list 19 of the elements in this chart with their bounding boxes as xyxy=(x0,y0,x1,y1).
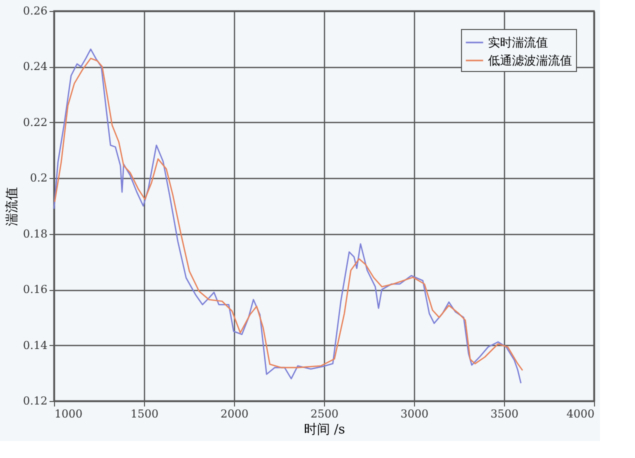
x-tick-label: 4000 xyxy=(566,408,594,420)
y-tick-label: 0.18 xyxy=(23,227,48,240)
x-axis-title: 时间 /s xyxy=(304,422,346,438)
legend-label: 低通滤波湍流值 xyxy=(488,54,572,68)
x-tick-label: 3000 xyxy=(400,408,428,420)
y-tick-label: 0.26 xyxy=(23,4,48,18)
y-tick-label: 0.16 xyxy=(23,283,48,296)
x-tick-label: 1000 xyxy=(54,408,82,420)
x-tick-label: 2000 xyxy=(220,408,248,420)
y-axis-title: 湍流值 xyxy=(4,187,20,226)
y-tick-label: 0.14 xyxy=(23,338,48,352)
y-tick-label: 0.2 xyxy=(30,172,48,185)
y-tick-label: 0.22 xyxy=(23,116,48,129)
y-tick-label: 0.24 xyxy=(23,60,48,74)
y-tick-label: 0.12 xyxy=(23,394,48,408)
x-tick-label: 2500 xyxy=(310,408,338,420)
x-tick-label: 1500 xyxy=(130,408,158,420)
legend-label: 实时湍流值 xyxy=(488,36,548,50)
x-tick-label: 3500 xyxy=(490,408,518,420)
